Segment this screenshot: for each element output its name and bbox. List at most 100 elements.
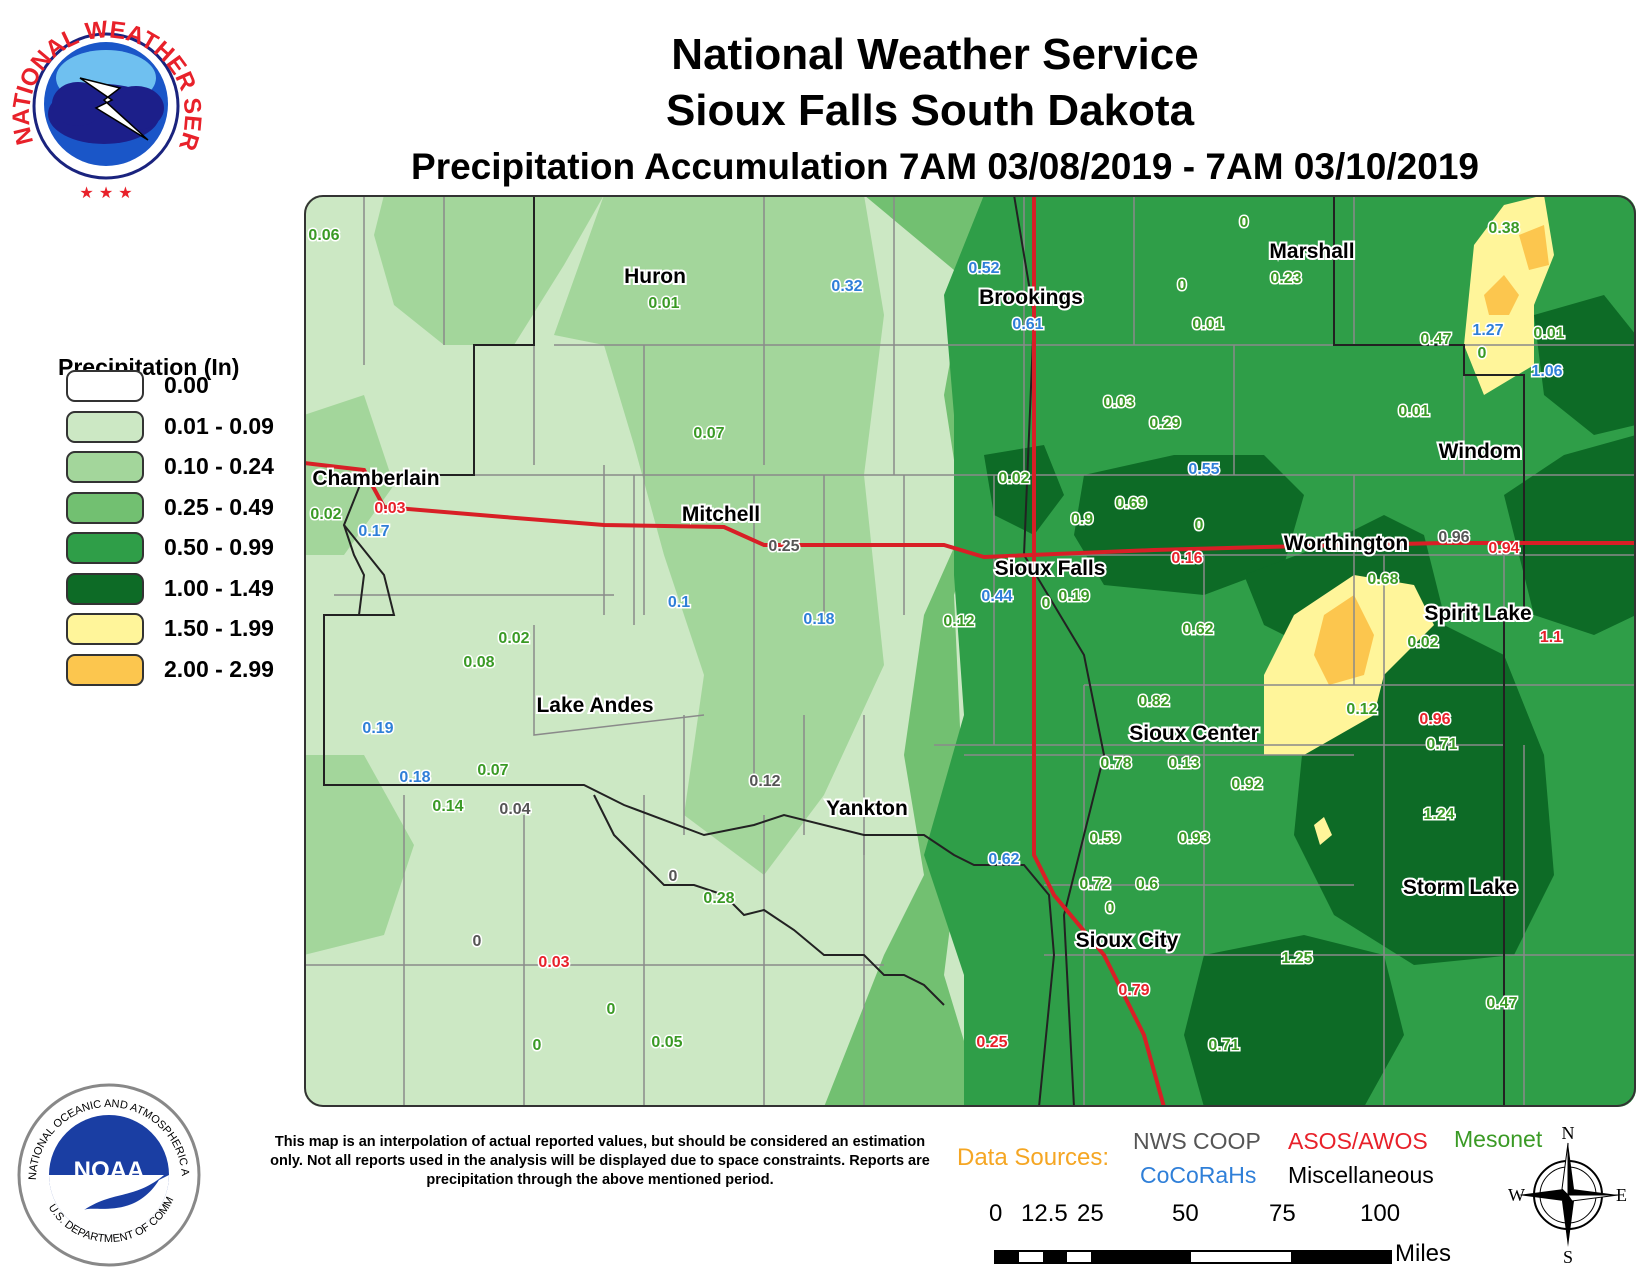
- legend-swatch: [66, 532, 144, 564]
- precip-value: 0.44: [981, 588, 1012, 605]
- scale-bar-graphic: [994, 1250, 1392, 1264]
- precip-value: 0: [1240, 214, 1249, 231]
- city-label: Yankton: [826, 797, 908, 820]
- scale-bar: 0 12.5 25 50 75 100 Miles: [985, 1200, 1451, 1275]
- source-asos-awos: ASOS/AWOS: [1288, 1128, 1428, 1154]
- legend-swatch: [66, 411, 144, 443]
- precip-value: 0.55: [1188, 461, 1219, 478]
- precip-value: 0.01: [1533, 325, 1564, 342]
- precip-value: 0.01: [1192, 316, 1223, 333]
- scale-tick-12-5: 12.5: [1021, 1200, 1068, 1227]
- legend-item: 1.00 - 1.49: [66, 573, 326, 605]
- precip-value: 0.14: [432, 798, 463, 815]
- precip-value: 0.96: [1438, 529, 1469, 546]
- legend-label: 0.25 - 0.49: [164, 494, 274, 520]
- precip-value: 0.93: [1178, 830, 1209, 847]
- scale-tick-0: 0: [989, 1200, 1003, 1227]
- legend-item: 0.25 - 0.49: [66, 492, 326, 524]
- zone-010: [374, 195, 604, 345]
- city-label: Lake Andes: [536, 694, 653, 717]
- city-label: Spirit Lake: [1424, 602, 1531, 625]
- precip-value: 0.01: [648, 295, 679, 312]
- legend-item: 0.00: [66, 370, 326, 402]
- precip-value: 0.16: [1171, 550, 1202, 567]
- precip-value: 0.59: [1089, 830, 1120, 847]
- city-label: Chamberlain: [312, 467, 439, 490]
- precip-value: 1.06: [1531, 363, 1562, 380]
- precip-value: 0.17: [358, 523, 389, 540]
- precip-value: 0.18: [803, 611, 834, 628]
- legend-swatch: [66, 370, 144, 402]
- precip-value: 0.13: [1168, 755, 1199, 772]
- precip-value: 0.02: [310, 506, 341, 523]
- legend-item: 0.01 - 0.09: [66, 411, 326, 443]
- legend-label: 0.00: [164, 372, 209, 398]
- precip-value: 0.78: [1100, 755, 1131, 772]
- city-label: Sioux Falls: [995, 557, 1106, 580]
- city-label: Storm Lake: [1403, 876, 1517, 899]
- disclaimer-text: This map is an interpolation of actual r…: [270, 1134, 930, 1188]
- precip-value: 0.07: [693, 425, 724, 442]
- precip-value: 0.12: [1346, 701, 1377, 718]
- precip-value: 0.94: [1488, 540, 1519, 557]
- legend-swatch: [66, 573, 144, 605]
- compass-n: N: [1562, 1125, 1575, 1143]
- precip-value: 0.12: [943, 613, 974, 630]
- source-nws-coop: NWS COOP: [1133, 1128, 1261, 1154]
- compass-rose: N S W E: [1508, 1123, 1628, 1267]
- precip-value: 0.47: [1486, 995, 1517, 1012]
- legend-item: 0.10 - 0.24: [66, 451, 326, 483]
- precip-value: 0.68: [1367, 571, 1398, 588]
- precip-value: 0.69: [1115, 495, 1146, 512]
- legend-label: 1.50 - 1.99: [164, 615, 274, 641]
- precip-value: 0: [1478, 345, 1487, 362]
- legend-item: 1.50 - 1.99: [66, 613, 326, 645]
- precip-value: 0.47: [1420, 331, 1451, 348]
- precip-value: 0.18: [399, 769, 430, 786]
- precip-value: 0.79: [1118, 982, 1149, 999]
- precip-value: 0.08: [463, 654, 494, 671]
- precip-value: 0.06: [308, 227, 339, 244]
- precip-value: 0.6: [1136, 876, 1158, 893]
- precip-value: 0.19: [362, 720, 393, 737]
- precip-value: 0.03: [1103, 394, 1134, 411]
- city-label: Marshall: [1269, 240, 1354, 263]
- precip-value: 0: [1106, 900, 1115, 917]
- precip-value: 1.27: [1472, 322, 1503, 339]
- precip-value: 0.62: [988, 851, 1019, 868]
- scale-tick-75: 75: [1269, 1200, 1296, 1227]
- precip-value: 0.29: [1149, 415, 1180, 432]
- precip-value: 0.02: [998, 470, 1029, 487]
- compass-e: E: [1616, 1185, 1627, 1205]
- precip-value: 0: [607, 1001, 616, 1018]
- precip-value: 0.02: [498, 630, 529, 647]
- precip-value: 0.23: [1270, 270, 1301, 287]
- legend-label: 2.00 - 2.99: [164, 656, 274, 682]
- precip-value: 0.71: [1426, 736, 1457, 753]
- precip-value: 0: [1042, 595, 1051, 612]
- precip-value: 0.71: [1208, 1037, 1239, 1054]
- city-label: Brookings: [979, 286, 1083, 309]
- legend-label: 0.50 - 0.99: [164, 534, 274, 560]
- precip-value: 0.07: [477, 762, 508, 779]
- precip-value: 1.1: [1540, 629, 1562, 646]
- legend-swatch: [66, 451, 144, 483]
- noaa-logo: NOAA NATIONAL OCEANIC AND ATMOSPHERIC AD…: [9, 1071, 204, 1270]
- title-line-3: Precipitation Accumulation 7AM 03/08/201…: [411, 146, 1479, 187]
- compass-w: W: [1508, 1185, 1525, 1205]
- precip-value: 0.01: [1398, 403, 1429, 420]
- city-label: Windom: [1439, 440, 1522, 463]
- source-cocorahs: CoCoRaHs: [1140, 1162, 1257, 1188]
- legend-swatch: [66, 654, 144, 686]
- precip-value: 0.28: [703, 890, 734, 907]
- precip-value: 0.02: [1407, 634, 1438, 651]
- precip-value: 0.9: [1071, 511, 1093, 528]
- city-label: Sioux Center: [1129, 722, 1259, 745]
- scale-tick-50: 50: [1172, 1200, 1199, 1227]
- precip-value: 0.38: [1488, 220, 1519, 237]
- legend-label: 1.00 - 1.49: [164, 575, 274, 601]
- city-label: Sioux City: [1076, 929, 1179, 952]
- precip-value: 1.24: [1423, 806, 1454, 823]
- source-miscellaneous: Miscellaneous: [1288, 1162, 1434, 1188]
- city-label: Huron: [624, 265, 686, 288]
